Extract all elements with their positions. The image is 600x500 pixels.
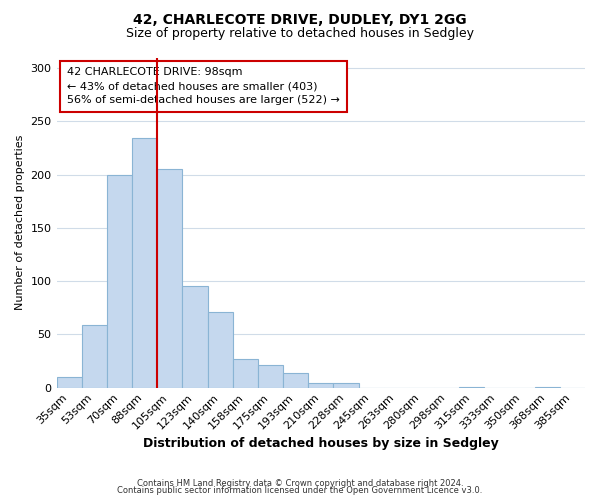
Bar — [132, 138, 157, 388]
Text: Contains HM Land Registry data © Crown copyright and database right 2024.: Contains HM Land Registry data © Crown c… — [137, 478, 463, 488]
Bar — [459, 386, 484, 388]
X-axis label: Distribution of detached houses by size in Sedgley: Distribution of detached houses by size … — [143, 437, 499, 450]
Text: Size of property relative to detached houses in Sedgley: Size of property relative to detached ho… — [126, 28, 474, 40]
Bar — [182, 286, 208, 388]
Text: 42 CHARLECOTE DRIVE: 98sqm
← 43% of detached houses are smaller (403)
56% of sem: 42 CHARLECOTE DRIVE: 98sqm ← 43% of deta… — [67, 68, 340, 106]
Bar — [283, 372, 308, 388]
Bar — [157, 170, 182, 388]
Bar — [308, 384, 334, 388]
Text: Contains public sector information licensed under the Open Government Licence v3: Contains public sector information licen… — [118, 486, 482, 495]
Bar — [56, 377, 82, 388]
Bar — [208, 312, 233, 388]
Text: 42, CHARLECOTE DRIVE, DUDLEY, DY1 2GG: 42, CHARLECOTE DRIVE, DUDLEY, DY1 2GG — [133, 12, 467, 26]
Bar — [535, 386, 560, 388]
Bar — [82, 325, 107, 388]
Bar — [334, 384, 359, 388]
Bar — [107, 174, 132, 388]
Y-axis label: Number of detached properties: Number of detached properties — [15, 135, 25, 310]
Bar — [233, 359, 258, 388]
Bar — [258, 365, 283, 388]
